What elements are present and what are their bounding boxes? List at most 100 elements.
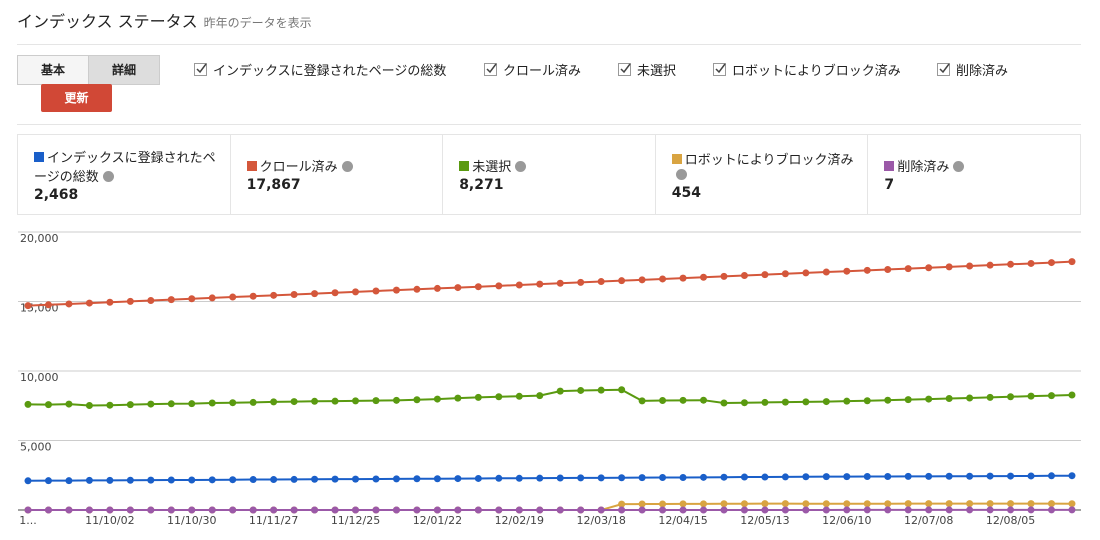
summary: インデックスに登録されたページの総数 2,468 クロール済み 17,867 未選択 8,… (17, 134, 1081, 215)
data-point (331, 475, 339, 483)
data-point (536, 474, 544, 482)
data-point (597, 474, 605, 482)
summary-value: 8,271 (459, 177, 504, 193)
data-point (85, 476, 93, 484)
subtitle: 昨年のデータを表示 (203, 16, 312, 30)
help-icon[interactable] (953, 161, 965, 172)
data-point (966, 262, 974, 270)
data-point (904, 472, 912, 480)
checkbox[interactable] (618, 63, 631, 76)
data-point (618, 506, 626, 514)
data-point (986, 393, 994, 401)
tab[interactable]: 詳細 (88, 55, 160, 85)
data-point (740, 399, 748, 407)
summary-value: 17,867 (246, 177, 301, 193)
data-point (761, 271, 769, 279)
data-point (1048, 472, 1055, 480)
data-point (167, 400, 175, 408)
data-point (577, 278, 585, 286)
data-point (495, 474, 503, 482)
data-point (515, 281, 523, 289)
data-point (884, 396, 892, 404)
data-point (700, 500, 708, 508)
data-point (925, 500, 933, 508)
help-icon[interactable] (341, 161, 353, 172)
data-point (925, 506, 933, 514)
data-point (147, 506, 155, 514)
data-point (1027, 506, 1035, 514)
data-point (311, 397, 319, 405)
data-point (1068, 472, 1076, 480)
data-point (126, 297, 134, 305)
data-point (208, 506, 216, 514)
data-point (1048, 500, 1055, 508)
help-icon[interactable] (515, 161, 527, 172)
data-point (925, 264, 933, 272)
data-point (843, 506, 851, 514)
data-point (904, 265, 912, 273)
filter-checkbox[interactable]: 削除済み (937, 60, 1008, 79)
data-point (740, 506, 748, 514)
data-point (311, 506, 319, 514)
data-point (577, 386, 585, 394)
help-icon[interactable] (102, 170, 114, 182)
data-point (1007, 393, 1015, 401)
x-tick-label: 12/04/15 (658, 514, 707, 527)
data-point (781, 398, 789, 406)
data-point (515, 506, 523, 514)
header: インデックス ステータス 昨年のデータを表示 (17, 8, 312, 32)
checkbox[interactable] (484, 63, 497, 76)
data-point (392, 475, 400, 483)
help-icon[interactable] (675, 168, 687, 180)
data-point (966, 394, 974, 402)
data-point (495, 282, 503, 290)
data-point (126, 506, 134, 514)
data-point (413, 506, 421, 514)
data-point (413, 285, 421, 293)
filter-checkbox[interactable]: ロボットによりブロック済み (713, 60, 901, 79)
data-point (311, 475, 319, 483)
x-tick-label: 12/02/19 (495, 514, 544, 527)
data-point (556, 387, 564, 395)
y-tick-label: 5,000 (20, 441, 52, 454)
data-point (577, 506, 585, 514)
data-point (515, 474, 523, 482)
data-point (433, 506, 441, 514)
filter-checkbox[interactable]: クロール済み (484, 60, 581, 79)
data-point (106, 401, 114, 409)
data-point (167, 506, 175, 514)
checkbox[interactable] (713, 63, 726, 76)
data-point (945, 500, 953, 508)
data-point (106, 476, 114, 484)
data-point (863, 473, 871, 481)
data-point (1027, 392, 1035, 400)
data-point (44, 301, 52, 309)
filter-checkbox[interactable]: インデックスに登録されたページの総数 (194, 60, 446, 79)
checkbox[interactable] (937, 63, 950, 76)
filter-label: クロール済み (503, 64, 582, 79)
divider (17, 44, 1081, 45)
data-point (761, 473, 769, 481)
update-button[interactable]: 更新 (41, 84, 112, 112)
data-point (65, 300, 73, 308)
data-point (986, 500, 994, 508)
checkbox[interactable] (194, 63, 207, 76)
x-tick-label: 11/10/30 (167, 514, 216, 527)
data-point (352, 475, 360, 483)
summary-cell: 削除済み 7 (868, 135, 1080, 214)
tab[interactable]: 基本 (17, 55, 89, 85)
data-point (679, 500, 687, 508)
data-point (986, 261, 994, 269)
data-point (392, 396, 400, 404)
data-point (966, 472, 974, 480)
filter-checkbox[interactable]: 未選択 (618, 60, 676, 79)
data-point (577, 474, 585, 482)
data-point (474, 393, 482, 401)
data-point (372, 287, 380, 295)
data-point (822, 473, 830, 481)
data-point (229, 399, 237, 407)
data-point (720, 272, 728, 280)
data-point (618, 500, 626, 508)
data-point (945, 506, 953, 514)
